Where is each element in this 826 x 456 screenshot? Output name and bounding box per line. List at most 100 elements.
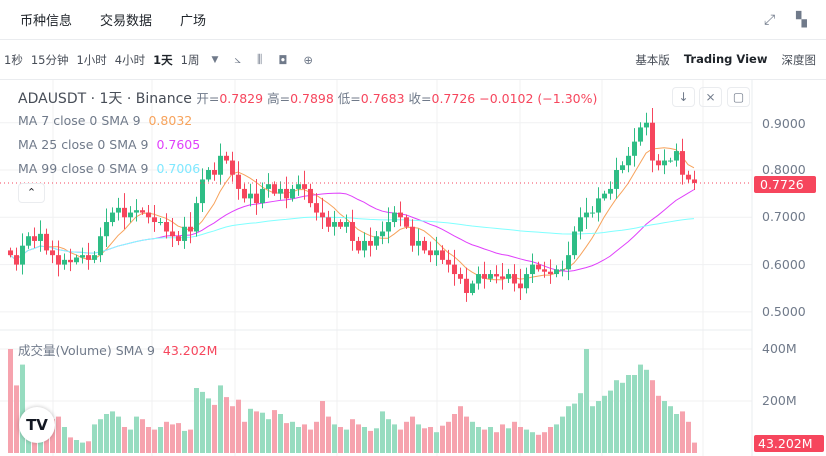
- layout-icon[interactable]: ▚: [796, 12, 807, 28]
- volume-bar: [446, 421, 451, 453]
- collapse-legend-button[interactable]: ⌃: [18, 183, 45, 203]
- view-tradingview[interactable]: Trading View: [683, 52, 768, 66]
- scroll-down-icon[interactable]: ↓: [672, 87, 695, 107]
- candle-body: [176, 236, 181, 241]
- fit-screen-icon[interactable]: ▢: [727, 87, 750, 107]
- candle-body: [338, 222, 343, 227]
- candle-body: [8, 250, 13, 256]
- ma25-legend: MA 25 close 0 SMA 9 0.7605: [18, 137, 200, 152]
- volume-bar: [470, 421, 475, 453]
- candle-body: [500, 276, 505, 279]
- candle-body: [110, 212, 115, 223]
- price-tick: 0.8000: [762, 162, 806, 177]
- volume-bar: [302, 424, 307, 453]
- add-icon[interactable]: ⊕: [303, 52, 314, 67]
- volume-bar: [230, 406, 235, 453]
- volume-bar: [452, 414, 457, 453]
- candle-body: [302, 184, 307, 189]
- volume-bar: [596, 401, 601, 453]
- interval-1h[interactable]: 1小时: [76, 52, 107, 67]
- volume-legend: 成交量(Volume) SMA 9 43.202M: [18, 340, 217, 359]
- candle-body: [350, 222, 355, 241]
- volume-bar: [584, 349, 589, 453]
- volume-bar: [350, 419, 355, 453]
- volume-bar: [110, 411, 115, 453]
- candle-body: [572, 231, 577, 256]
- candle-body: [404, 217, 409, 227]
- ma99-label: MA 99 close 0 SMA 9: [18, 161, 149, 176]
- volume-bar: [140, 419, 145, 453]
- interval-4h[interactable]: 4小时: [114, 52, 146, 67]
- volume-bar: [686, 421, 691, 453]
- candle-body: [596, 198, 601, 213]
- volume-bar: [80, 442, 85, 453]
- view-depth[interactable]: 深度图: [781, 53, 817, 67]
- volume-bar: [410, 416, 415, 453]
- candle-body: [200, 179, 205, 204]
- candle-body: [26, 236, 31, 246]
- candle-body: [542, 269, 547, 272]
- candle-body: [668, 160, 673, 162]
- indicator-icon[interactable]: ⦣: [234, 52, 242, 66]
- price-chart[interactable]: [0, 80, 826, 456]
- tradingview-logo[interactable]: TV: [19, 407, 55, 443]
- tab-trading-data[interactable]: 交易数据: [100, 14, 153, 29]
- candle-body: [374, 236, 379, 246]
- camera-icon[interactable]: ◘: [278, 52, 288, 67]
- tab-square[interactable]: 广场: [180, 14, 207, 29]
- volume-bar: [662, 401, 667, 453]
- volume-bar: [380, 411, 385, 453]
- dropdown-icon[interactable]: ▼: [211, 54, 219, 65]
- tab-coin-info[interactable]: 币种信息: [20, 14, 73, 29]
- candle-body: [494, 274, 499, 277]
- candle-body: [14, 255, 19, 265]
- interval-1w[interactable]: 1周: [180, 52, 200, 67]
- candle-body: [410, 226, 415, 246]
- interval-15m[interactable]: 15分钟: [30, 52, 69, 67]
- collapse-icon[interactable]: ⨯: [699, 87, 722, 107]
- candle-body: [212, 170, 217, 175]
- candle-body: [344, 222, 349, 227]
- interval-1s[interactable]: 1秒: [4, 52, 23, 67]
- candle-body: [116, 207, 121, 213]
- candle-body: [92, 255, 97, 260]
- candle-body: [686, 174, 691, 180]
- volume-bar: [8, 349, 13, 453]
- ma7-label: MA 7 close 0 SMA 9: [18, 113, 141, 128]
- volume-bar: [578, 393, 583, 453]
- candle-body: [356, 240, 361, 251]
- candle-body: [428, 250, 433, 256]
- volume-bar: [158, 427, 163, 453]
- volume-bar: [260, 412, 265, 453]
- close-value: 0.7726: [431, 91, 476, 106]
- volume-bar: [152, 429, 157, 453]
- candle-body: [440, 250, 445, 260]
- candle-body: [620, 165, 625, 170]
- top-nav: 币种信息 交易数据 广场 ⤢ ▚: [0, 0, 826, 40]
- volume-tick: 200M: [762, 393, 797, 408]
- candle-body: [134, 210, 139, 213]
- volume-bar: [644, 369, 649, 453]
- candle-body: [80, 255, 85, 258]
- volume-bar: [104, 414, 109, 453]
- volume-bar: [602, 395, 607, 453]
- candle-body: [470, 283, 475, 293]
- volume-bar: [632, 375, 637, 453]
- volume-bar: [278, 414, 283, 453]
- ma99-legend: MA 99 close 0 SMA 9 0.7006: [18, 161, 200, 176]
- interval-1d[interactable]: 1天: [153, 52, 173, 67]
- volume-bar: [554, 424, 559, 453]
- candle-body: [512, 274, 517, 284]
- candle-body: [314, 203, 319, 213]
- ma99-value: 0.7006: [156, 161, 201, 176]
- volume-bar: [272, 410, 277, 453]
- candle-type-icon[interactable]: ⫼: [257, 52, 263, 66]
- view-basic[interactable]: 基本版: [635, 53, 670, 67]
- fullscreen-icon[interactable]: ⤢: [764, 12, 776, 28]
- candle-body: [536, 264, 541, 270]
- volume-bar: [500, 424, 505, 453]
- candle-body: [218, 155, 223, 175]
- candle-body: [182, 226, 187, 241]
- volume-bar: [620, 382, 625, 453]
- volume-bar: [374, 428, 379, 453]
